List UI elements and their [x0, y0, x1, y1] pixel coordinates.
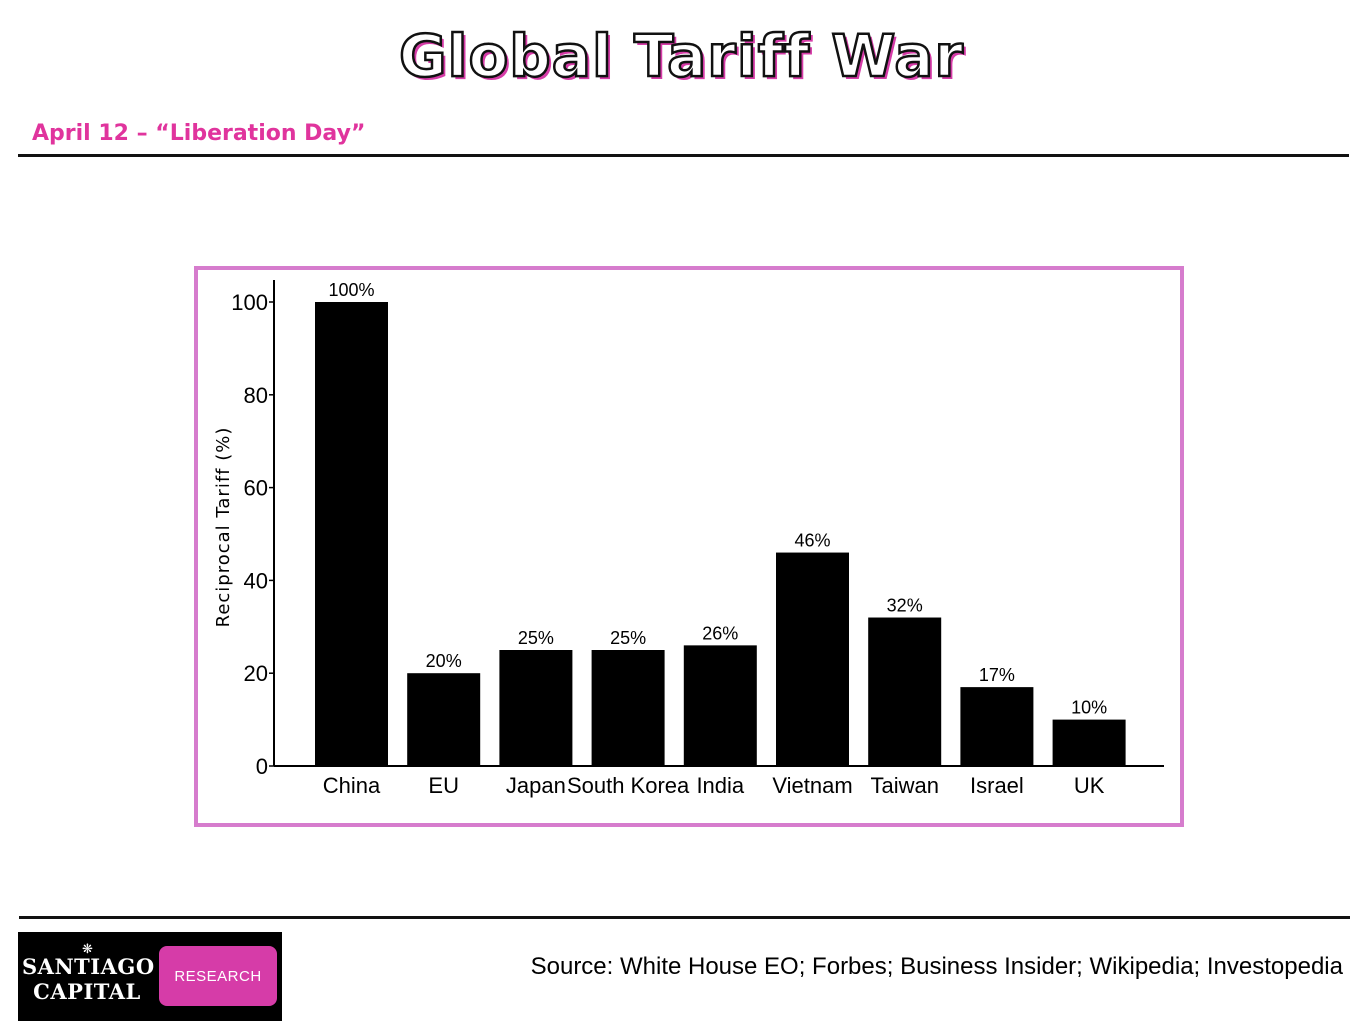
- bar-south-korea: [591, 650, 665, 766]
- source-note: Source: White House EO; Forbes; Business…: [530, 953, 1343, 980]
- logo-line-2: CAPITAL: [33, 979, 141, 1004]
- bar-value-label: 32%: [887, 596, 923, 616]
- bar-vietnam: [776, 552, 849, 766]
- y-tick-label: 20: [244, 661, 268, 686]
- x-tick-label: Taiwan: [870, 773, 938, 798]
- bar-value-label: 17%: [979, 665, 1015, 685]
- bar-value-label: 10%: [1071, 698, 1107, 718]
- logo-wordmark: SANTIAGO CAPITAL: [22, 954, 155, 1004]
- bar-israel: [960, 687, 1034, 766]
- bar-value-label: 100%: [328, 280, 374, 300]
- bar-uk: [1052, 719, 1126, 766]
- x-tick-label: EU: [428, 773, 459, 798]
- bar-india: [683, 645, 757, 766]
- y-tick-label: 40: [244, 568, 268, 593]
- y-tick-label: 0: [256, 754, 268, 779]
- x-tick-label: South Korea: [567, 773, 690, 798]
- labels-layer: 100% China 20% EU 25% Japan 25% South Korea 26% I…: [323, 280, 1107, 798]
- research-badge: RESEARCH: [159, 946, 277, 1006]
- y-tick-label: 60: [244, 476, 268, 501]
- chart-frame: 0 20 40 60 80 100 100% China 20% EU 25% Japan 25% So…: [194, 266, 1184, 827]
- x-tick-label: China: [323, 773, 381, 798]
- bar-value-label: 25%: [610, 628, 646, 648]
- page-subtitle: April 12 – “Liberation Day”: [32, 121, 366, 146]
- y-tick-label: 100: [231, 290, 268, 315]
- bar-value-label: 20%: [426, 651, 462, 671]
- shell-icon: ❋: [82, 942, 93, 957]
- bar-china: [315, 302, 388, 766]
- bar-taiwan: [868, 617, 942, 766]
- x-tick-label: Japan: [506, 773, 566, 798]
- logo-line-1: SANTIAGO: [22, 954, 155, 979]
- top-divider: [18, 154, 1349, 157]
- tariff-bar-chart: 0 20 40 60 80 100 100% China 20% EU 25% Japan 25% So…: [213, 280, 1164, 798]
- bar-japan: [499, 650, 573, 766]
- y-tick-label: 80: [244, 383, 268, 408]
- x-tick-label: Israel: [970, 773, 1024, 798]
- x-tick-label: India: [696, 773, 744, 798]
- x-tick-label: UK: [1074, 773, 1105, 798]
- bar-value-label: 26%: [702, 623, 738, 643]
- x-tick-label: Vietnam: [772, 773, 852, 798]
- bar-value-label: 25%: [518, 628, 554, 648]
- y-axis-label: Reciprocal Tariff (%): [213, 427, 234, 628]
- bar-value-label: 46%: [794, 531, 830, 551]
- bars-layer: [315, 302, 1126, 766]
- santiago-capital-logo: ❋ SANTIAGO CAPITAL RESEARCH: [18, 932, 282, 1021]
- bottom-divider: [19, 916, 1350, 919]
- bar-eu: [407, 673, 481, 766]
- page-title: Global Tariff War: [398, 21, 965, 92]
